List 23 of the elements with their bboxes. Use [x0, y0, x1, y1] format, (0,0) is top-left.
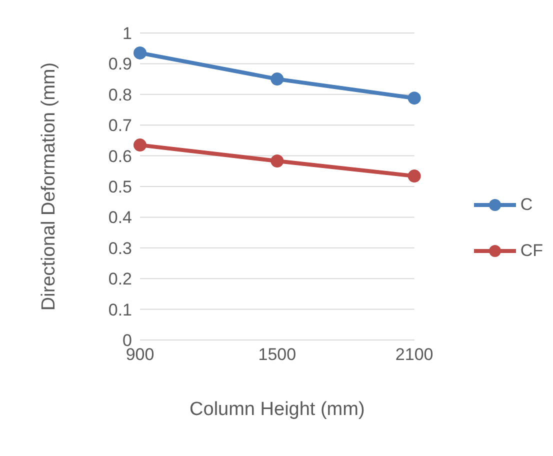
- y-tick-label: 1: [122, 24, 132, 44]
- point: [134, 46, 146, 60]
- y-tick-label: 0.3: [108, 238, 132, 258]
- y-tick-label: 0.5: [108, 178, 132, 197]
- y-tick-label: 0.9: [108, 54, 132, 74]
- y-tick-label: 0.7: [108, 116, 132, 136]
- point: [408, 92, 421, 105]
- y-tick-label: 0.4: [108, 208, 132, 228]
- point: [270, 72, 284, 86]
- x-tick-label: 2100: [395, 345, 434, 364]
- x-tick-label: 1500: [258, 345, 296, 364]
- point: [134, 138, 146, 152]
- y-tick-label: 0.8: [108, 85, 132, 104]
- x-tick-label: 900: [126, 345, 154, 364]
- point: [270, 154, 284, 168]
- y-tick-label: 0.2: [108, 270, 132, 289]
- legend-label: CF: [520, 241, 543, 261]
- x-axis-title: Column Height (mm): [190, 399, 365, 420]
- point: [408, 170, 421, 183]
- y-tick-label: 0.1: [108, 300, 132, 320]
- y-tick-label: 0.6: [108, 146, 132, 166]
- legend-label: C: [520, 195, 533, 215]
- y-axis-title: Directional Deformation (mm): [38, 62, 60, 311]
